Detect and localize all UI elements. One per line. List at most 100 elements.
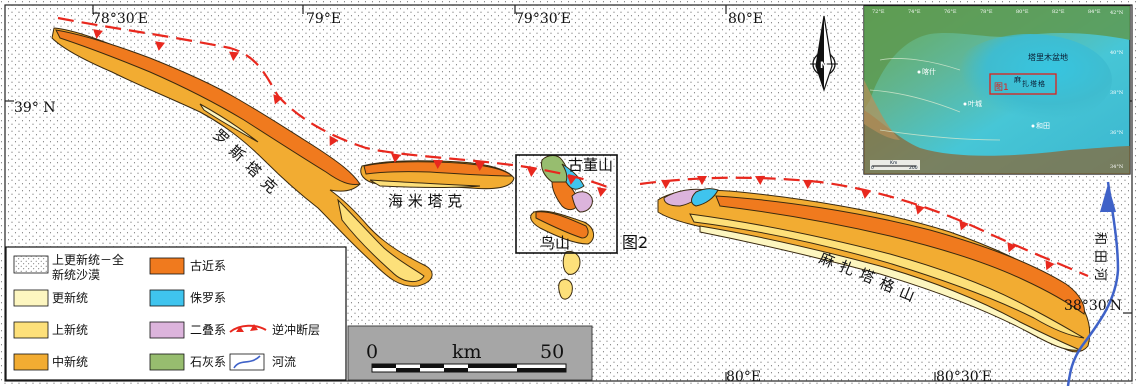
inset-scale-unit: Km (890, 160, 897, 166)
inset-map: 塔里木盆地 图1 麻 扎 塔 格 喀什 叶城 和田 72°E 74°E 76°E… (863, 5, 1131, 175)
legend-label-permian: 二叠系 (190, 323, 226, 337)
fault-tooth-2 (155, 41, 165, 51)
legend-label-carboniferous: 石灰系 (190, 355, 226, 369)
legend-label-fault: 逆冲断层 (272, 322, 320, 337)
inset-fig1-box (989, 73, 1057, 95)
svg-text:84°E: 84°E (1088, 9, 1101, 15)
luositake-ridge (51, 27, 433, 287)
niaoshan-ridge (530, 210, 594, 300)
scale-bar: 0 km 50 (347, 325, 593, 381)
thrust-fault-teeth (93, 29, 1055, 271)
river-line (1066, 181, 1120, 386)
inset-city-hotan: 和田 (1036, 121, 1050, 130)
legend-swatch-pliocene (13, 321, 49, 339)
scale-right: 50 (540, 341, 564, 363)
legend-swatch-desert (13, 255, 49, 274)
hotan-river-label: 和 田 河 (1092, 232, 1107, 281)
coord-top-4: 80°E (728, 11, 763, 27)
legend-swatch-fault (229, 324, 267, 333)
river-char-1: 和 (1092, 232, 1107, 245)
fault-tooth-5 (329, 135, 339, 146)
fig2-label: 图2 (622, 233, 648, 252)
svg-text:74°E: 74°E (908, 9, 921, 15)
map-frame (4, 4, 1133, 382)
mazhatage-ridge (657, 188, 1091, 353)
river-char-3: 河 (1092, 268, 1107, 281)
svg-text:42°N: 42°N (1110, 10, 1124, 16)
svg-text:72°E: 72°E (872, 9, 885, 15)
coord-top-3: 79°30′E (515, 11, 571, 27)
mazhatage-char-5: 山 (897, 283, 918, 305)
fault-tooth-15 (803, 179, 813, 189)
inset-target-4: 格 (1038, 79, 1045, 88)
inset-city-kashi: 喀什 (922, 67, 936, 76)
fault-tooth-4 (273, 94, 283, 105)
inset-city-yecheng: 叶城 (968, 99, 982, 108)
legend-label-pliocene: 上新统 (52, 322, 88, 337)
mazhatage-char-3: 塔 (857, 265, 878, 287)
fault-tooth-14 (755, 175, 765, 185)
fault-tooth-1 (93, 29, 103, 39)
scale-left: 0 (366, 341, 378, 363)
legend-swatch-permian (149, 321, 185, 339)
mazhatage-char-4: 格 (877, 274, 898, 296)
haimitake-ridge (360, 160, 515, 190)
inset-top-ticks: 72°E 74°E 76°E 78°E 80°E 82°E 84°E (872, 9, 1101, 15)
coord-left: 39° N (14, 100, 56, 116)
inset-fig1-label: 图1 (994, 82, 1009, 93)
north-arrow-letter: N (820, 61, 828, 71)
inset-target-3: 塔 (1030, 79, 1037, 88)
inset-basin-label: 塔里木盆地 (1028, 52, 1068, 62)
fault-tooth-9 (527, 167, 537, 177)
inset-target-2: 扎 (1022, 79, 1029, 88)
svg-text:38°N: 38°N (1110, 90, 1124, 96)
haimitake-label: 海 米 塔 克 (388, 192, 462, 210)
niaoshan-label: 鸟山 (540, 234, 570, 252)
legend-label-miocene: 中新统 (52, 354, 88, 369)
legend-swatch-jurassic (149, 289, 185, 307)
mazhatage-char-1: 麻 (817, 249, 838, 271)
legend-river-icon (233, 355, 261, 369)
coord-bottom-1: 80°E (726, 369, 761, 385)
legend-swatch-pleistocene (13, 289, 49, 307)
fault-tooth-17 (915, 204, 925, 215)
legend-label-pleistocene: 更新统 (52, 290, 88, 305)
fig2-frame (515, 154, 618, 254)
fault-tooth-12 (661, 179, 671, 189)
river-char-2: 田 (1092, 250, 1107, 263)
coord-top-1: 78°30′E (92, 11, 148, 27)
fault-tooth-7 (433, 159, 443, 169)
fault-tooth-8 (475, 161, 485, 171)
fault-tooth-11 (597, 187, 607, 197)
inset-scale-200: 200 (909, 165, 918, 171)
gudongshan-label: 古董山 (568, 156, 613, 174)
svg-text:80°E: 80°E (1016, 9, 1029, 15)
svg-text:82°E: 82°E (1052, 9, 1065, 15)
legend-label-desert-2: 新统沙漠 (52, 267, 100, 282)
fault-tooth-6 (391, 153, 401, 163)
fault-tooth-10 (567, 175, 577, 185)
legend-swatch-carboniferous (149, 353, 185, 371)
svg-text:34°N: 34°N (1110, 164, 1124, 170)
svg-text:78°E: 78°E (980, 9, 993, 15)
coord-top-2: 79°E (306, 11, 341, 27)
thrust-fault-lines (57, 16, 1089, 278)
legend-swatch-miocene (13, 353, 49, 371)
coord-bottom-2: 80°30′E (936, 369, 992, 385)
gudongshan-ridge (541, 155, 593, 213)
fault-tooth-20 (1045, 259, 1055, 271)
inset-target-1: 麻 (1014, 75, 1021, 84)
svg-text:36°N: 36°N (1110, 130, 1124, 136)
mazhatage-char-2: 扎 (837, 257, 858, 279)
fault-tooth-16 (861, 189, 871, 199)
mazhatage-label: 麻 扎 塔 格 山 (817, 249, 918, 305)
legend-swatch-paleogene (149, 257, 185, 275)
svg-text:40°N: 40°N (1110, 50, 1124, 56)
legend-label-paleogene: 古近系 (190, 258, 226, 273)
svg-text:76°E: 76°E (944, 9, 957, 15)
fault-tooth-13 (697, 176, 707, 185)
legend-label-river: 河流 (272, 355, 296, 369)
river-arrow-icon (1100, 184, 1116, 212)
legend-label-desert-1: 上更新统－全 (52, 252, 124, 267)
